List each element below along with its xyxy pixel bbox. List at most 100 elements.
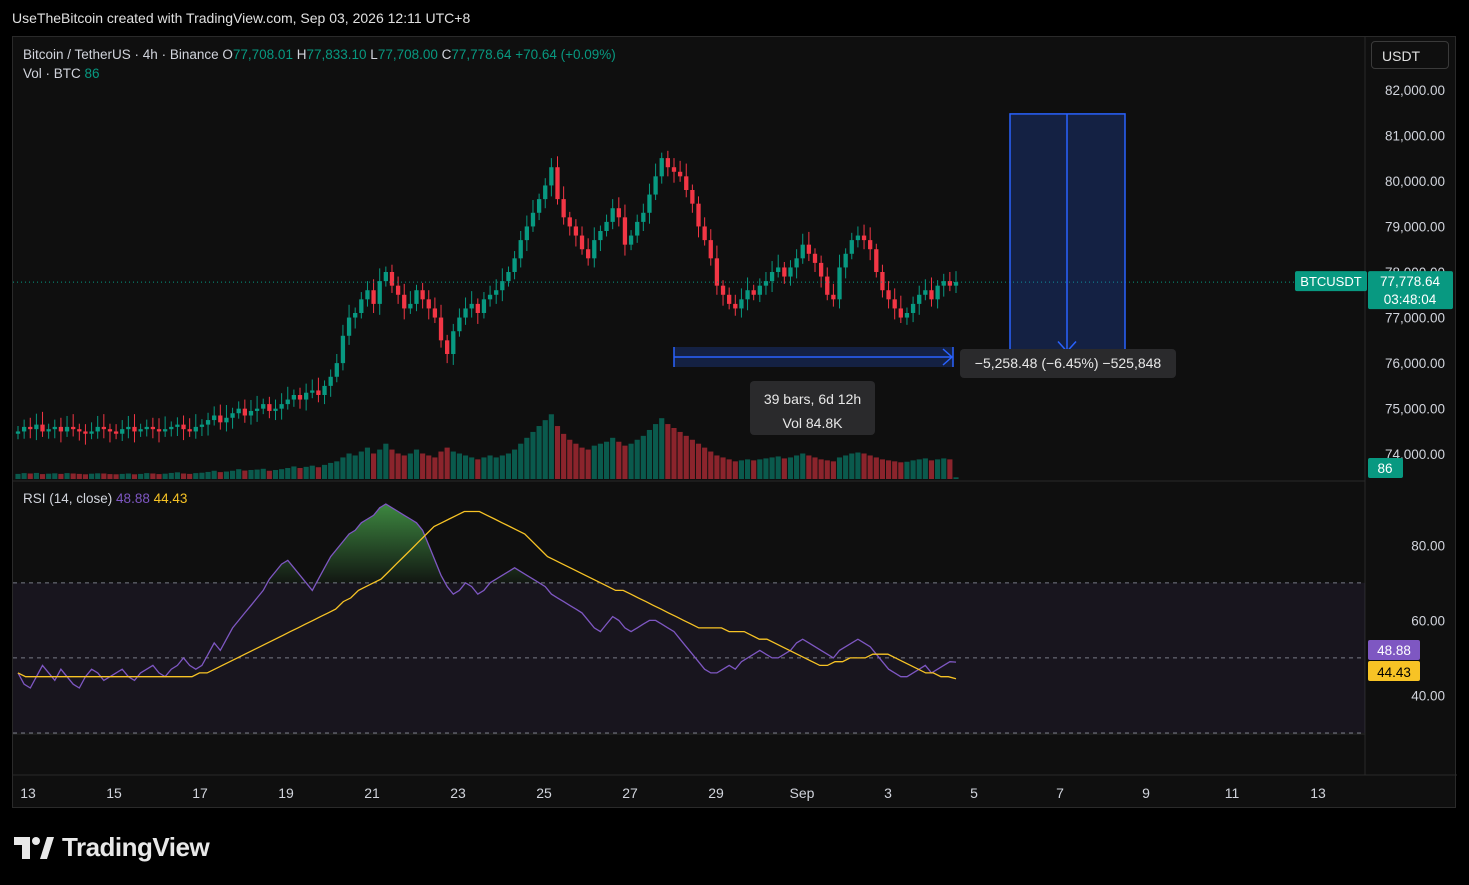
candle-body	[64, 426, 70, 432]
chart-canvas[interactable]: 82,000.0081,000.0080,000.0079,000.0078,0…	[13, 37, 1457, 809]
candle-body	[359, 299, 364, 313]
time-tick-label: 13	[1310, 785, 1326, 801]
candle-body	[15, 431, 21, 434]
price-tick-label: 81,000.00	[1385, 128, 1445, 143]
measure-info-box: 39 bars, 6d 12h Vol 84.8K	[750, 381, 875, 435]
candle-body	[739, 299, 744, 309]
symbol-title[interactable]: Bitcoin / TetherUS · 4h · Binance	[23, 47, 219, 62]
candle-body	[52, 426, 57, 430]
rsi-label: RSI (14, close)	[23, 491, 113, 506]
candle-body	[248, 410, 254, 416]
candle-body	[635, 221, 640, 236]
rsi-ma-value: 44.43	[153, 491, 188, 506]
tradingview-logo[interactable]: TradingView	[14, 832, 210, 863]
volume-bar	[352, 455, 358, 479]
volume-bar	[898, 462, 904, 479]
candle-body	[58, 426, 64, 432]
volume-bar	[634, 439, 640, 479]
symbol-badge-text: BTCUSDT	[1300, 274, 1361, 289]
volume-bar	[395, 453, 401, 479]
measure-date-arrowhead	[942, 348, 954, 366]
time-tick-label: 23	[450, 785, 466, 801]
candle-body	[843, 253, 848, 268]
volume-bar	[769, 457, 775, 479]
symbol-badge	[1295, 271, 1367, 292]
volume-value: 86	[84, 66, 100, 81]
volume-bar	[70, 473, 76, 479]
high-value: 77,833.10	[306, 47, 367, 62]
candle-body	[395, 285, 401, 295]
volume-bar	[542, 420, 548, 479]
volume-bar	[610, 437, 616, 479]
volume-bar	[389, 449, 395, 479]
volume-bar	[867, 455, 873, 479]
volume-bar	[671, 428, 677, 479]
volume-bar	[885, 460, 892, 479]
volume-bar	[95, 473, 101, 479]
candle-body	[420, 290, 425, 300]
volume-bar	[548, 414, 554, 479]
volume-legend[interactable]: Vol · BTC 86	[23, 66, 100, 81]
candle-body	[549, 167, 554, 186]
volume-bar	[475, 459, 481, 479]
measure-volume-text: Vol 84.8K	[782, 415, 843, 431]
volume-bar	[180, 473, 187, 479]
price-tick-label: 80,000.00	[1385, 174, 1445, 189]
currency-button[interactable]: USDT	[1371, 41, 1449, 69]
candle-body	[377, 281, 382, 304]
volume-bar	[616, 441, 622, 479]
volume-bar	[205, 471, 211, 479]
time-tick-label: 19	[278, 785, 294, 801]
volume-bar	[346, 453, 352, 479]
candle-body	[849, 240, 854, 254]
volume-bar	[39, 474, 46, 479]
rsi-line	[17, 503, 957, 689]
volume-bar	[242, 470, 248, 479]
candle-body	[457, 317, 462, 332]
volume-bar	[855, 452, 861, 479]
rsi-legend[interactable]: RSI (14, close) 48.88 44.43	[23, 491, 187, 506]
volume-bar	[757, 459, 763, 479]
volume-bar	[401, 455, 407, 479]
candle-body	[598, 231, 603, 241]
candle-body	[806, 244, 812, 254]
volume-bar	[407, 453, 413, 479]
candle-body	[340, 335, 346, 364]
volume-bar	[941, 458, 947, 479]
volume-bar	[738, 460, 744, 479]
volume-bar	[260, 468, 266, 479]
candle-body	[254, 408, 260, 411]
candle-body	[665, 158, 671, 168]
volume-bar	[646, 429, 653, 479]
candle-body	[573, 226, 579, 236]
volume-bar	[751, 460, 757, 479]
rsi-tick-label: 60.00	[1411, 613, 1445, 628]
volume-bar	[174, 472, 180, 479]
time-tick-label: 5	[970, 785, 978, 801]
volume-bar	[420, 453, 426, 479]
candle-body	[414, 290, 419, 304]
candle-body	[794, 258, 799, 268]
volume-bar	[947, 459, 953, 479]
volume-bar	[88, 473, 95, 479]
close-value: 77,778.64	[451, 47, 512, 62]
volume-bar	[487, 455, 493, 479]
volume-bar	[732, 461, 738, 479]
volume-bar	[444, 447, 450, 479]
candle-body	[279, 404, 284, 409]
time-tick-label: 11	[1225, 785, 1240, 801]
volume-bar	[787, 457, 794, 479]
volume-bar	[309, 465, 315, 479]
chart-frame[interactable]: 82,000.0081,000.0080,000.0079,000.0078,0…	[12, 36, 1457, 809]
volume-bar	[328, 462, 334, 479]
time-tick-label: 25	[536, 785, 552, 801]
volume-bar	[113, 474, 119, 479]
candle-body	[487, 294, 493, 300]
volume-bar	[33, 472, 39, 479]
candle-body	[445, 340, 450, 354]
candle-body	[929, 290, 934, 300]
volume-bar	[720, 457, 726, 479]
volume-bar	[530, 431, 536, 479]
volume-bar	[52, 473, 58, 479]
volume-bar	[567, 439, 573, 479]
